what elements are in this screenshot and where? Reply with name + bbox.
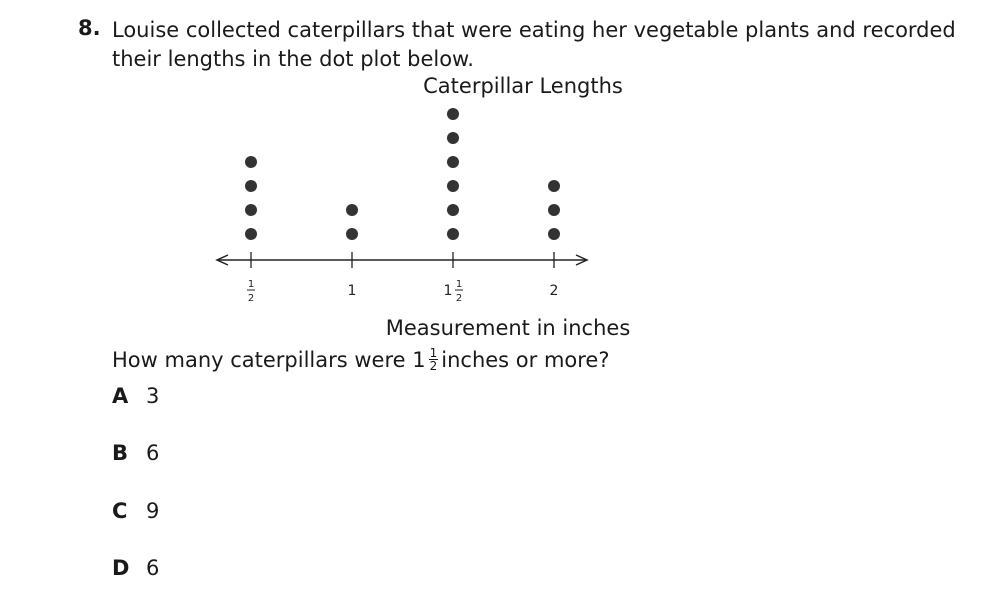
data-dot [245, 180, 257, 192]
tick-label-whole: 1 [348, 283, 357, 299]
choice-letter: A [112, 384, 129, 408]
tick-label-whole: 2 [550, 283, 559, 299]
tick-label-denominator: 2 [248, 293, 254, 304]
data-dot [346, 204, 358, 216]
choice-letter: C [112, 499, 128, 523]
choice-text: 9 [146, 499, 160, 523]
tick-label-numerator: 1 [248, 279, 254, 290]
prompt-text-after: inches or more? [441, 348, 610, 372]
choice-text: 6 [146, 441, 160, 465]
axis-arrow-right-icon [575, 254, 589, 266]
data-dot [447, 108, 459, 120]
choice-letter: D [112, 556, 130, 580]
data-dot [447, 204, 459, 216]
data-dot [548, 180, 560, 192]
question-number: 8. [78, 16, 101, 40]
data-dot [548, 204, 560, 216]
prompt-fraction-numerator: 1 [429, 345, 438, 360]
question-prompt: How many caterpillars were 1 1 2 inches or … [112, 345, 610, 374]
data-dot [245, 228, 257, 240]
tick-label-whole: 1 [444, 283, 453, 299]
tick-label-denominator: 2 [456, 293, 462, 304]
question-stem: Louise collected caterpillars that were … [112, 18, 956, 71]
data-dot [245, 156, 257, 168]
data-dot [548, 228, 560, 240]
x-axis-label: Measurement in inches [385, 316, 631, 340]
prompt-text-before: How many caterpillars were 1 [112, 348, 426, 372]
dot-plot: 12 1 1 12 2 [215, 108, 589, 304]
data-dot [447, 156, 459, 168]
tick-label-numerator: 1 [456, 279, 462, 290]
data-dot [447, 132, 459, 144]
choice-text: 6 [146, 556, 160, 580]
axis-arrow-left-icon [215, 254, 229, 266]
data-dot [447, 228, 459, 240]
data-dot [245, 204, 257, 216]
data-dot [346, 228, 358, 240]
chart-title: Caterpillar Lengths [423, 74, 623, 98]
prompt-fraction-denominator: 2 [428, 358, 439, 373]
data-dot [447, 180, 459, 192]
choice-text: 3 [146, 384, 160, 408]
choice-letter: B [112, 441, 129, 465]
